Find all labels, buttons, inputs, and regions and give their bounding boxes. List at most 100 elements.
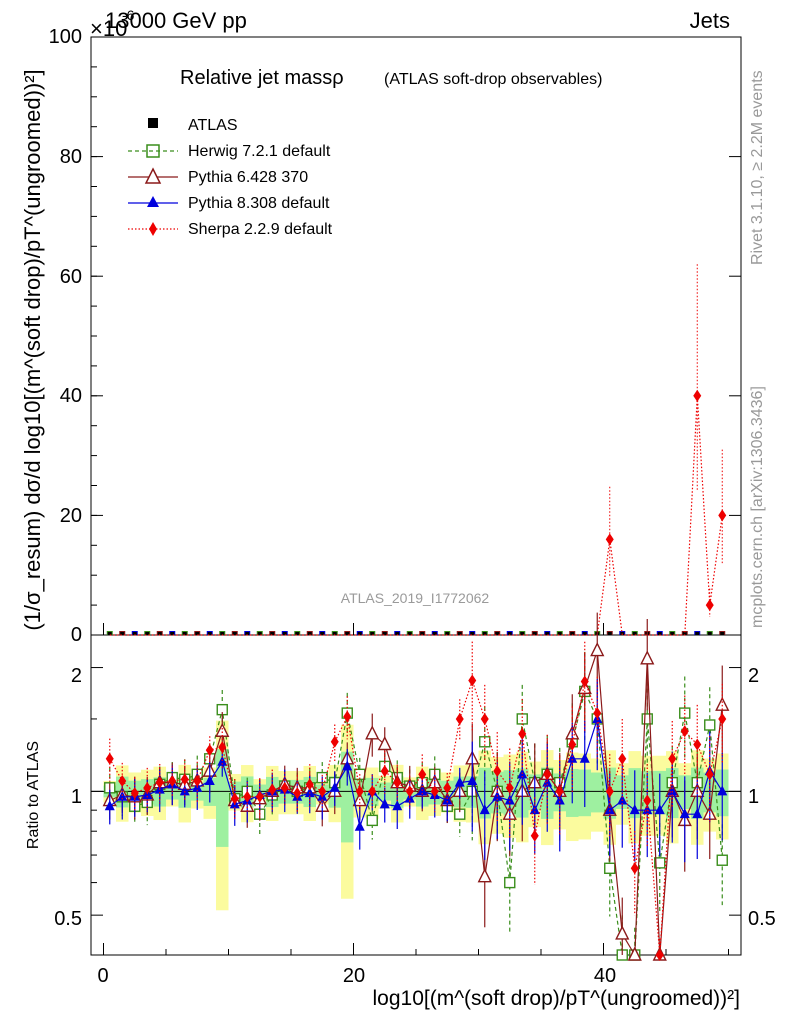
atlas-point	[107, 632, 112, 635]
atlas-point	[332, 632, 337, 635]
sherpa-ratio-point	[655, 949, 664, 961]
analysis-watermark: ATLAS_2019_I1772062	[341, 590, 490, 606]
atlas-point	[220, 632, 225, 635]
side-mcplots-text: mcplots.cern.ch [arXiv:1306.3436]	[749, 386, 766, 628]
atlas-point	[457, 632, 462, 635]
pythia8-ratio-point	[654, 804, 665, 815]
sherpa-ratio-point	[468, 674, 477, 687]
pythia8-ratio-point	[479, 804, 490, 815]
atlas-point	[245, 632, 250, 635]
atlas-point	[420, 632, 425, 635]
atlas-point	[357, 632, 362, 635]
pythia8-ratio-point	[142, 788, 153, 799]
main-tick-label-0: 0	[71, 624, 82, 646]
pythia8-ratio-point	[467, 774, 478, 785]
sherpa-ratio-point	[605, 785, 614, 798]
atlas-point	[132, 632, 137, 635]
atlas-point	[270, 632, 275, 635]
atlas-point	[670, 632, 675, 635]
main-tick-label-100: 100	[49, 26, 82, 48]
sherpa-ratio-point	[305, 778, 314, 791]
atlas-point	[582, 632, 587, 635]
sherpa-ratio-point	[205, 744, 214, 757]
axis-ticks	[91, 36, 741, 955]
sherpa-main-point	[605, 533, 614, 546]
atlas-point	[307, 632, 312, 635]
sherpa-ratio-point	[393, 776, 402, 789]
pythia8-ratio-point	[642, 804, 653, 815]
sherpa-main-point	[705, 599, 714, 612]
atlas-point	[370, 632, 375, 635]
pythia8-ratio-point	[667, 785, 678, 796]
sherpa-ratio-point	[480, 712, 489, 725]
sherpa-ratio-point	[518, 727, 527, 740]
sherpa-ratio-point	[355, 785, 364, 798]
legend: Relative jet massρ (ATLAS soft-drop obse…	[128, 67, 602, 238]
sherpa-ratio-point	[593, 707, 602, 720]
main-tick-label-60: 60	[60, 266, 82, 288]
atlas-point	[495, 632, 500, 635]
atlas-point	[120, 632, 125, 635]
atlas-point	[682, 632, 687, 635]
x-tick-label-0: 0	[97, 965, 108, 987]
herwig-ratio-point	[641, 713, 653, 725]
legend-atlas-label: ATLAS	[188, 117, 238, 134]
atlas-point	[707, 632, 712, 635]
atlas-point	[207, 632, 212, 635]
legend-pythia6-label: Pythia 6.428 370	[188, 169, 308, 186]
sherpa-ratio-point	[555, 785, 564, 798]
sherpa-ratio-point	[118, 774, 127, 787]
atlas-point	[182, 632, 187, 635]
atlas-point	[507, 632, 512, 635]
herwig-ratio-point	[516, 713, 528, 725]
atlas-point	[170, 632, 175, 635]
pythia6-ratio-point	[477, 868, 492, 883]
sherpa-ratio-point	[143, 781, 152, 794]
main-y-axis-label: (1/σ_resum) dσ/d log10[(m^(soft drop)/pT…	[20, 69, 45, 630]
sherpa-ratio-point	[343, 710, 352, 723]
herwig-ratio-point	[604, 862, 616, 874]
ratio-tick-label-right-1: 1	[748, 786, 759, 808]
atlas-point	[407, 632, 412, 635]
sherpa-ratio-point	[243, 790, 252, 803]
sherpa-ratio-point	[368, 785, 377, 798]
sherpa-main-point	[718, 509, 727, 522]
atlas-point	[520, 632, 525, 635]
ratio-y-axis-label: Ratio to ATLAS	[25, 741, 42, 849]
main-tick-label-20: 20	[60, 505, 82, 527]
pythia8-ratio-point	[554, 794, 565, 805]
sherpa-ratio-point	[493, 765, 502, 778]
pythia8-ratio-point	[629, 804, 640, 815]
legend-pythia8-label: Pythia 8.308 default	[188, 195, 330, 212]
herwig-ratio-point	[716, 854, 728, 866]
sherpa-ratio-point	[693, 738, 702, 751]
atlas-point	[157, 632, 162, 635]
ratio-tick-label-2: 2	[71, 665, 82, 687]
sherpa-ratio-point	[180, 773, 189, 786]
atlas-point	[695, 632, 700, 635]
pythia6-ratio-point	[590, 641, 605, 657]
ratio-tick-label-right-0.5: 0.5	[748, 908, 776, 930]
sherpa-ratio-point	[455, 712, 464, 725]
sherpa-ratio-point	[230, 792, 239, 805]
pythia6-ratio-point	[715, 696, 730, 711]
atlas-point	[607, 632, 612, 635]
herwig-ratio-point	[366, 814, 378, 827]
pythia6-ratio-point	[365, 725, 380, 740]
pythia6-ratio-point	[640, 650, 655, 665]
pythia8-ratio-point	[204, 774, 215, 785]
atlas-point	[320, 632, 325, 635]
atlas-point	[720, 632, 725, 635]
herwig-ratio-point	[654, 857, 666, 869]
legend-title-sub: (ATLAS soft-drop observables)	[384, 71, 602, 88]
pythia8-ratio-point	[604, 804, 615, 815]
atlas-point	[557, 632, 562, 635]
atlas-point	[482, 632, 487, 635]
pythia6-ratio-point	[615, 925, 630, 940]
pythia8-ratio-point	[679, 808, 690, 819]
atlas-point	[657, 632, 662, 635]
atlas-point	[145, 632, 150, 635]
sherpa-ratio-point	[380, 765, 389, 778]
sherpa-ratio-point	[680, 725, 689, 738]
header-exponent-power: -6	[122, 7, 135, 23]
